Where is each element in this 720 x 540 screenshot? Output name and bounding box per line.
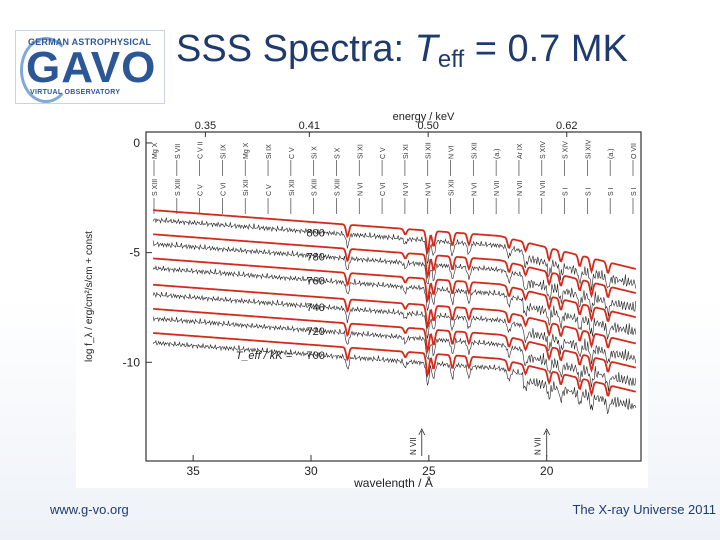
logo-top-text: GERMAN ASTROPHYSICAL <box>28 37 152 47</box>
gavo-logo: GERMAN ASTROPHYSICAL GAVO VIRTUAL OBSERV… <box>15 30 165 104</box>
line-id-label: N VI <box>357 182 364 196</box>
line-id-label: (a.) <box>608 149 615 160</box>
chart-svg: 35 30 25 20 wavelength / Å 0.35 0.41 0.50 0.62 en… <box>84 111 642 490</box>
arrow-label: N VII <box>409 437 418 455</box>
line-id-label: S I <box>563 187 570 196</box>
line-id-label: S XIII <box>175 179 182 196</box>
line-id-label: Mg X <box>152 142 159 159</box>
line-id-label: Si XI <box>357 144 364 159</box>
series-label-prefix: T_eff / kK = <box>236 350 293 362</box>
series-label: 780 <box>307 251 325 263</box>
line-id-label: S X <box>334 147 341 159</box>
line-id-label: Si XIV <box>585 139 592 159</box>
x-tick-label: 35 <box>186 464 200 478</box>
series-label: 740 <box>307 302 325 314</box>
line-id-label: S VII <box>175 144 182 159</box>
plot-frame <box>145 131 642 462</box>
line-id-label: N VII <box>540 180 547 196</box>
x-tick-label: 25 <box>422 464 436 478</box>
model-spectrum-line <box>153 332 637 397</box>
line-id-label: C V II <box>198 141 205 159</box>
line-id-label: C V <box>380 147 387 159</box>
line-id-label: C VI <box>220 182 227 196</box>
top-tick-label: 0.62 <box>556 120 577 132</box>
line-id-label: S I <box>631 187 638 196</box>
logo-swirl-icon <box>20 37 72 103</box>
line-id-label: S I <box>585 187 592 196</box>
top-tick-label: 0.35 <box>195 120 216 132</box>
line-id-label: C V <box>198 184 205 196</box>
line-id-label: Si XII <box>289 179 296 196</box>
model-spectrum-line <box>153 233 637 299</box>
line-id-label: S XIII <box>152 179 159 196</box>
line-id-label: Si XII <box>471 142 478 159</box>
line-id-label: S XIV <box>540 141 547 159</box>
y-tick-label: 0 <box>133 136 140 150</box>
line-id-label: Si XI <box>403 144 410 159</box>
spectra-chart: 35 30 25 20 wavelength / Å 0.35 0.41 0.50 0.62 en… <box>76 106 648 490</box>
title-var: T <box>414 28 438 70</box>
series-label: 760 <box>307 276 325 288</box>
title-prefix: SSS Spectra: <box>176 28 415 70</box>
line-id-label: S I <box>608 187 615 196</box>
top-axis-label: energy / keV <box>393 111 455 123</box>
observed-spectrum-line <box>152 240 637 317</box>
model-spectrum-line <box>153 257 636 323</box>
line-id-label: C VI <box>380 182 387 196</box>
y-tick-label: -5 <box>129 246 140 260</box>
line-id-label: C V <box>266 184 273 196</box>
line-id-label: N VI <box>403 182 410 196</box>
line-id-label: S XIII <box>334 179 341 196</box>
line-id-label: Si XII <box>449 179 456 196</box>
observed-spectrum-line <box>152 316 637 392</box>
top-tick-label: 0.50 <box>417 120 438 132</box>
line-id-label: O VII <box>631 143 638 159</box>
arrow-head-icon <box>418 428 426 436</box>
slide-title: SSS Spectra: Teff = 0.7 MK <box>176 28 716 88</box>
footer-event: The X-ray Universe 2011 <box>572 502 716 517</box>
top-tick-label: 0.41 <box>299 120 320 132</box>
line-id-label: N VII <box>517 180 524 196</box>
line-id-label: S XIII <box>312 179 319 196</box>
series-label: 800 <box>307 227 325 239</box>
arrow-head-icon <box>543 428 551 436</box>
model-spectrum-line <box>153 308 636 373</box>
title-suffix: = 0.7 MK <box>464 28 628 70</box>
y-tick-label: -10 <box>123 355 141 369</box>
footer-url: www.g-vo.org <box>50 502 129 517</box>
observed-spectrum-line <box>152 264 637 340</box>
observed-spectrum-line <box>152 339 637 414</box>
line-id-label: N VI <box>471 182 478 196</box>
line-id-label: N VII <box>494 180 501 196</box>
model-spectrum-line <box>153 283 636 349</box>
line-id-label: Si XII <box>243 179 250 196</box>
line-id-label: S XIV <box>563 141 570 159</box>
line-id-label: N VI <box>449 145 456 159</box>
series-label: 720 <box>307 326 325 338</box>
series-label: 700 <box>307 350 325 362</box>
model-spectrum-line <box>153 209 636 275</box>
x-axis-label: wavelength / Å <box>353 475 433 488</box>
line-id-label: Mg X <box>243 142 250 159</box>
line-id-label: Si XII <box>426 142 433 159</box>
observed-spectrum-line <box>152 217 637 291</box>
line-id-label: C V <box>289 147 296 159</box>
arrow-label: N VII <box>534 437 543 455</box>
line-id-label: Si IX <box>220 144 227 159</box>
logo-sub-text: VIRTUAL OBSERVATORY <box>30 89 121 96</box>
line-id-label: Si X <box>312 146 319 159</box>
observed-spectrum-line <box>152 291 637 365</box>
y-axis-label: log f_λ / erg/cm²/s/cm + const <box>84 231 95 362</box>
x-tick-label: 30 <box>304 464 318 478</box>
line-id-label: (a.) <box>494 149 501 160</box>
x-tick-label: 20 <box>540 464 554 478</box>
title-subscript: eff <box>437 46 465 73</box>
line-id-label: Ar IX <box>517 143 524 159</box>
line-id-label: Si IX <box>266 144 273 159</box>
logo-main-text: GAVO <box>26 43 157 92</box>
line-id-label: N VI <box>426 182 433 196</box>
